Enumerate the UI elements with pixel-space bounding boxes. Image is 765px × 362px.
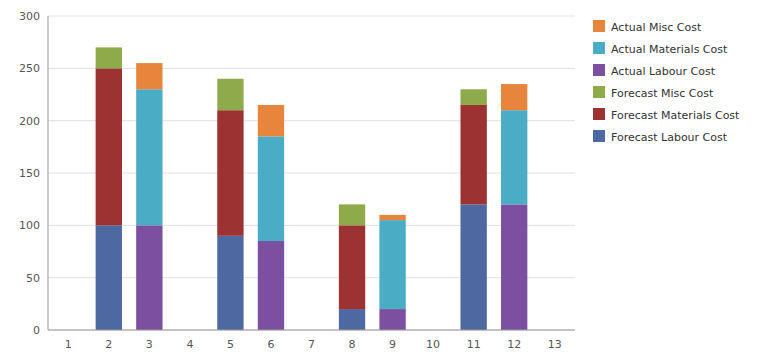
bar-segment [136,63,162,89]
grid-line [48,173,575,174]
y-tick-label: 150 [19,167,40,180]
x-tick-label: 5 [227,338,234,351]
x-tick-label: 4 [186,338,193,351]
legend-label: Actual Labour Cost [611,65,716,78]
legend-swatch [593,108,605,120]
grid-line [48,330,575,331]
bar-segment [136,225,162,330]
x-tick-label: 7 [308,338,315,351]
y-tick-label: 100 [19,219,40,232]
x-tick-label: 9 [389,338,396,351]
x-tick-label: 11 [467,338,481,351]
legend-label: Forecast Materials Cost [611,109,740,122]
legend-label: Actual Misc Cost [611,21,702,34]
bar-segment [339,309,365,330]
legend-swatch [593,20,605,32]
x-tick-label: 1 [65,338,72,351]
bars [96,47,528,330]
y-tick-label: 0 [33,324,40,337]
grid-line [48,120,575,121]
y-axis-line [48,16,49,330]
legend-label: Forecast Misc Cost [611,87,714,100]
bar-segment [217,110,243,236]
x-tick-label: 2 [105,338,112,351]
bar-segment [136,89,162,225]
bar-segment [96,47,122,68]
legend-swatch [593,86,605,98]
bar-segment [258,241,284,330]
grid-line [48,277,575,278]
bar-segment [339,225,365,309]
x-tick-label: 8 [349,338,356,351]
y-tick-label: 50 [26,272,40,285]
chart: 05010015020025030012345678910111213Actua… [0,0,765,362]
grid-line [48,225,575,226]
bar-segment [339,204,365,225]
grid-line [48,16,575,17]
x-tick-label: 10 [426,338,440,351]
x-axis-line [48,330,575,331]
x-tick-label: 6 [267,338,274,351]
legend-label: Forecast Labour Cost [611,131,728,144]
bar-segment [379,215,405,220]
legend: Actual Misc Cost Actual Materials Cost Act… [593,20,740,144]
legend-swatch [593,64,605,76]
bar-segment [379,309,405,330]
x-tick-label: 3 [146,338,153,351]
x-tick-label: 13 [548,338,562,351]
bar-segment [258,136,284,241]
bar-segment [379,220,405,309]
bar-segment [96,68,122,225]
bar-segment [460,105,486,204]
y-tick-label: 300 [19,10,40,23]
bar-segment [217,79,243,110]
bar-segment [217,236,243,330]
bar-segment [460,204,486,330]
legend-swatch [593,42,605,54]
bar-segment [501,204,527,330]
bar-segment [96,225,122,330]
bar-segment [501,84,527,110]
legend-swatch [593,130,605,142]
y-tick-label: 200 [19,115,40,128]
grid-line [48,68,575,69]
bar-segment [460,89,486,105]
grid [48,16,575,330]
y-tick-label: 250 [19,62,40,75]
legend-label: Actual Materials Cost [611,43,728,56]
bar-segment [258,105,284,136]
x-tick-label: 12 [507,338,521,351]
bar-segment [501,110,527,204]
